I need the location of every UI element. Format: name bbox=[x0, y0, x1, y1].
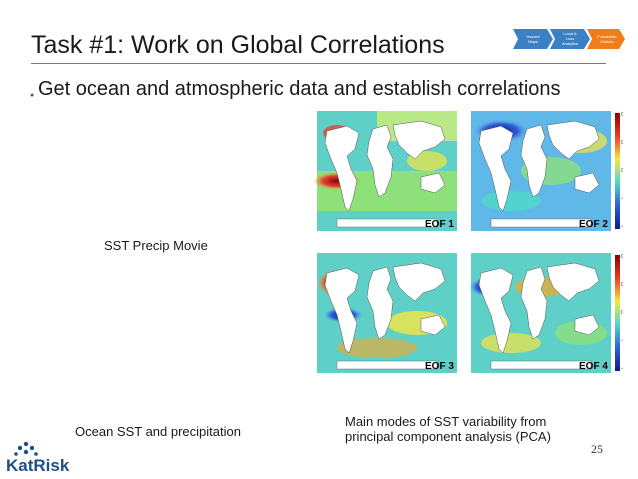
colorbar-top-tick: -0.01 bbox=[621, 196, 623, 202]
colorbar-top-tick: -0.02 bbox=[621, 224, 623, 230]
map-eof-2: EOF 2 bbox=[471, 111, 611, 231]
map-eof-1: EOF 1 bbox=[313, 111, 457, 231]
chevron-probabilistic-models[interactable] bbox=[587, 29, 625, 49]
colorbar-bottom bbox=[615, 255, 620, 371]
colorbar-top bbox=[615, 113, 620, 229]
colorbar-bottom-tick: 0 bbox=[621, 310, 623, 316]
map-eof-3: EOF 3 bbox=[317, 253, 457, 373]
chevron-hazard-maps-label-2: Maps bbox=[528, 39, 538, 44]
title-underline bbox=[31, 63, 606, 64]
map-eof-2-label: EOF 2 bbox=[579, 219, 608, 230]
page-number: 25 bbox=[591, 442, 603, 456]
chevron-probabilistic-models-label-1: Probabilistic bbox=[597, 35, 617, 39]
sst-precip-movie-label: SST Precip Movie bbox=[104, 238, 208, 253]
chevron-probabilistic-models-label-2: Models bbox=[601, 39, 614, 44]
process-chevrons: Hazard Maps Local & Loss Analytics Proba… bbox=[513, 29, 625, 49]
eof-maps-figure: EOF 1 EOF 2 EOF 3 EOF 4 0.02 0.01 0 -0.01 -0… bbox=[313, 111, 623, 373]
colorbar-top-tick: 0.01 bbox=[621, 140, 623, 146]
chevron-local-loss[interactable] bbox=[550, 29, 590, 49]
katrisk-logo-icon bbox=[14, 441, 38, 456]
katrisk-logo-text: KatRisk bbox=[6, 456, 70, 475]
bullet-text: Get ocean and atmospheric data and estab… bbox=[38, 78, 561, 100]
main-modes-label-line2: principal component analysis (PCA) bbox=[345, 429, 551, 444]
map-eof-4-label: EOF 4 bbox=[579, 361, 608, 372]
map-eof-1-label: EOF 1 bbox=[425, 219, 454, 230]
ocean-sst-precip-label: Ocean SST and precipitation bbox=[75, 424, 241, 439]
colorbar-top-tick: 0 bbox=[621, 168, 623, 174]
colorbar-bottom-tick: -0.01 bbox=[621, 338, 623, 344]
chevron-local-loss-label-2: Loss bbox=[566, 36, 574, 41]
bullet-marker: ● bbox=[30, 92, 35, 99]
colorbar-top-tick: 0.02 bbox=[621, 112, 623, 118]
slide-title: Task #1: Work on Global Correlations bbox=[31, 31, 445, 59]
colorbar-bottom-tick: 0.02 bbox=[621, 254, 623, 260]
map-eof-3-label: EOF 3 bbox=[425, 361, 454, 372]
colorbar-bottom-tick: 0.01 bbox=[621, 282, 623, 288]
chevron-local-loss-label-3: Analytics bbox=[562, 41, 578, 46]
chevron-local-loss-label-1: Local & bbox=[563, 31, 577, 36]
colorbar-bottom-tick: -0.02 bbox=[621, 366, 623, 372]
chevron-hazard-maps-label-1: Hazard bbox=[527, 34, 540, 39]
map-eof-4: EOF 4 bbox=[469, 253, 611, 373]
chevron-hazard-maps[interactable] bbox=[513, 29, 553, 49]
main-modes-label-line1: Main modes of SST variability from bbox=[345, 414, 547, 429]
